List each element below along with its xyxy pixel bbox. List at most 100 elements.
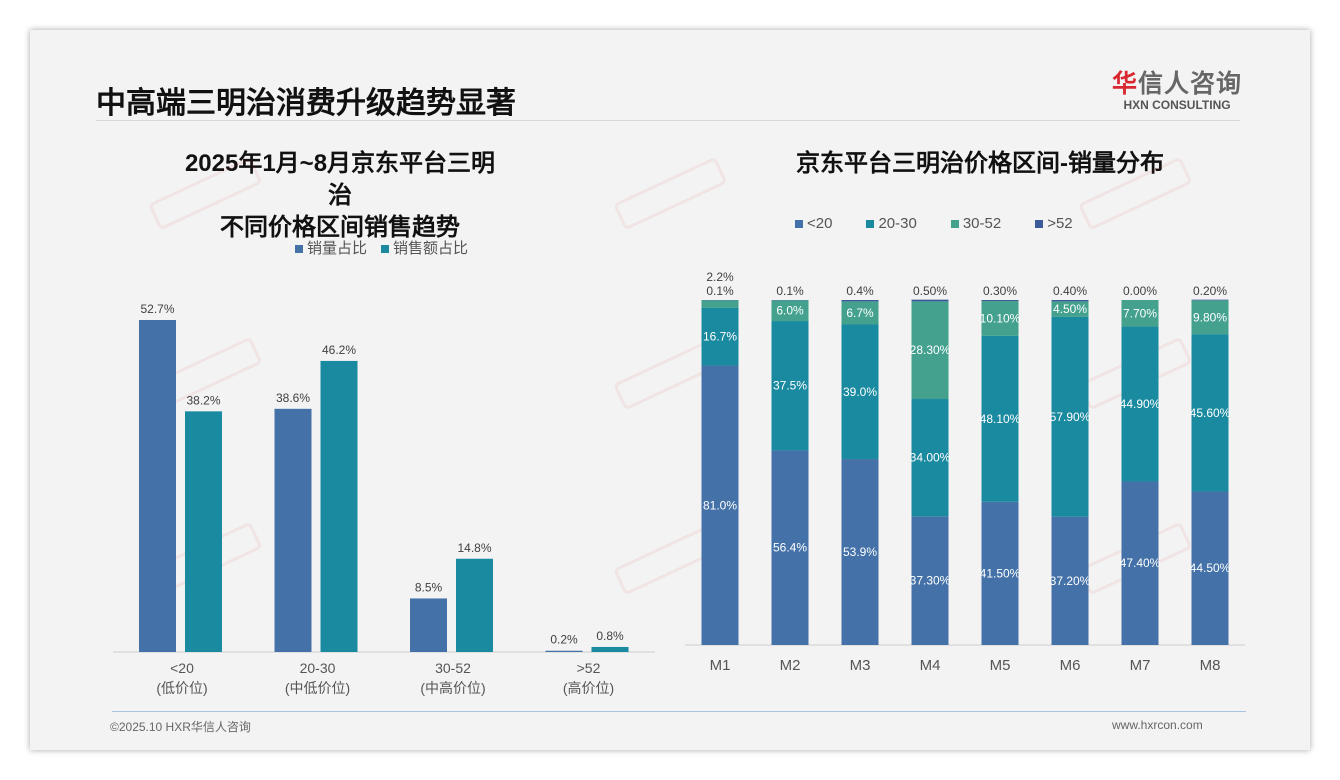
bar-segment-30-52 [771,300,809,322]
legend-item: 30-52 [950,215,1001,232]
bar-segment-<20 [981,501,1019,645]
bar-segment-20-30 [1051,316,1089,517]
logo: 华信人咨询 HXN CONSULTING [1112,70,1243,112]
data-label: 38.6% [276,391,310,405]
legend-item: >52 [1035,215,1073,232]
watermark-mark [149,158,261,229]
data-label: 45.60% [1190,406,1231,420]
legend-item: <20 [795,215,832,232]
right-legend: <20 20-30 30-52 >52 [795,215,1073,232]
bar-segment-30-52 [1121,300,1159,327]
bar-销量占比 [545,650,583,652]
x-tick-label: <20 [170,660,194,676]
x-tick-label: M6 [1060,657,1081,674]
bar-销售额占比 [591,646,629,652]
data-label: 14.8% [457,541,491,555]
bar-segment-<20 [1191,491,1229,645]
bar-销量占比 [139,319,176,652]
data-label: 52.7% [140,302,174,316]
bar-segment-20-30 [1191,334,1229,492]
bar-销售额占比 [320,360,358,652]
bar-segment-30-52 [701,300,739,308]
data-label: 0.40% [1053,284,1087,298]
bar-segment-<20 [771,450,809,645]
bar-segment-<20 [841,459,879,645]
data-label: 0.8% [596,629,624,643]
data-label: 38.2% [186,393,220,407]
data-label: 2.2% [706,270,734,284]
bar-segment-<20 [701,365,739,645]
data-label: 6.0% [776,304,804,318]
bar-segment->52 [1051,300,1089,302]
data-label: 9.80% [1193,310,1227,324]
left-chart-title: 2025年1月~8月京东平台三明治 不同价格区间销售趋势 [184,150,496,241]
data-label: 0.50% [913,284,947,298]
legend-item: 销量占比 [295,237,367,258]
bar-segment-20-30 [771,321,809,451]
slide: 中高端三明治消费升级趋势显著 华信人咨询 HXN CONSULTING 2025… [30,30,1310,750]
watermark-mark [1079,158,1191,229]
bar-segment-20-30 [911,399,949,517]
footer-copyright: ©2025.10 HXR华信人咨询 [110,720,251,734]
x-tick-sublabel: (高价位) [563,680,614,696]
data-label: 57.90% [1050,410,1091,424]
data-label: 0.2% [550,633,578,647]
bar-segment-30-52 [841,301,879,325]
x-tick-label: 30-52 [435,660,471,676]
data-label: 10.10% [980,311,1021,325]
data-label: 44.50% [1190,561,1231,575]
legend-item: 20-30 [866,215,917,232]
bar-segment-30-52 [981,301,1019,336]
bar-segment-<20 [1051,516,1089,645]
bar-segment-30-52 [1051,301,1089,317]
footer-url: www.hxrcon.com [1112,718,1203,732]
watermark-mark [614,158,726,229]
data-label: 48.10% [980,412,1021,426]
data-label: 0.20% [1193,284,1227,298]
data-label: 7.70% [1123,306,1157,320]
data-label: 53.9% [843,545,877,559]
data-label: 4.50% [1053,302,1087,316]
data-label: 39.0% [843,385,877,399]
data-label: 37.5% [773,379,807,393]
bar-segment->52 [841,300,879,302]
data-label: 47.40% [1120,556,1161,570]
data-label: 34.00% [910,451,951,465]
bar-segment-20-30 [1121,326,1159,482]
x-tick-sublabel: (低价位) [156,680,207,696]
bar-segment-<20 [911,516,949,645]
bar-销售额占比 [456,558,493,652]
data-label: 6.7% [846,306,874,320]
data-label: 81.0% [703,498,737,512]
bar-segment-20-30 [841,324,879,460]
data-label: 37.20% [1050,574,1091,588]
data-label: 46.2% [322,343,356,357]
data-label: 0.30% [983,284,1017,298]
data-label: 0.4% [846,284,874,298]
bar-segment->52 [981,300,1019,302]
data-label: 56.4% [773,541,807,555]
bar-segment-<20 [1121,481,1159,645]
x-tick-label: M7 [1130,657,1151,674]
bar-segment-30-52 [911,301,949,400]
legend-item: 销售额占比 [381,237,468,258]
left-legend: 销量占比 销售额占比 [295,237,468,258]
bar-销量占比 [410,598,447,652]
x-tick-label: M4 [920,657,941,674]
bar-销售额占比 [185,411,222,652]
data-label: 0.00% [1123,284,1157,298]
title-divider [96,120,1240,121]
x-tick-sublabel: (中高价位) [420,680,485,696]
data-label: 44.90% [1120,397,1161,411]
x-tick-label: M8 [1200,657,1221,674]
x-tick-label: M3 [850,657,871,674]
x-tick-label: M1 [710,657,731,674]
x-tick-sublabel: (中低价位) [285,680,350,696]
data-label: 0.1% [706,284,734,298]
x-tick-label: M2 [780,657,801,674]
bar-segment-30-52 [1191,300,1229,335]
bar-segment->52 [1191,299,1229,301]
page-title: 中高端三明治消费升级趋势显著 [96,87,516,120]
data-label: 37.30% [910,574,951,588]
